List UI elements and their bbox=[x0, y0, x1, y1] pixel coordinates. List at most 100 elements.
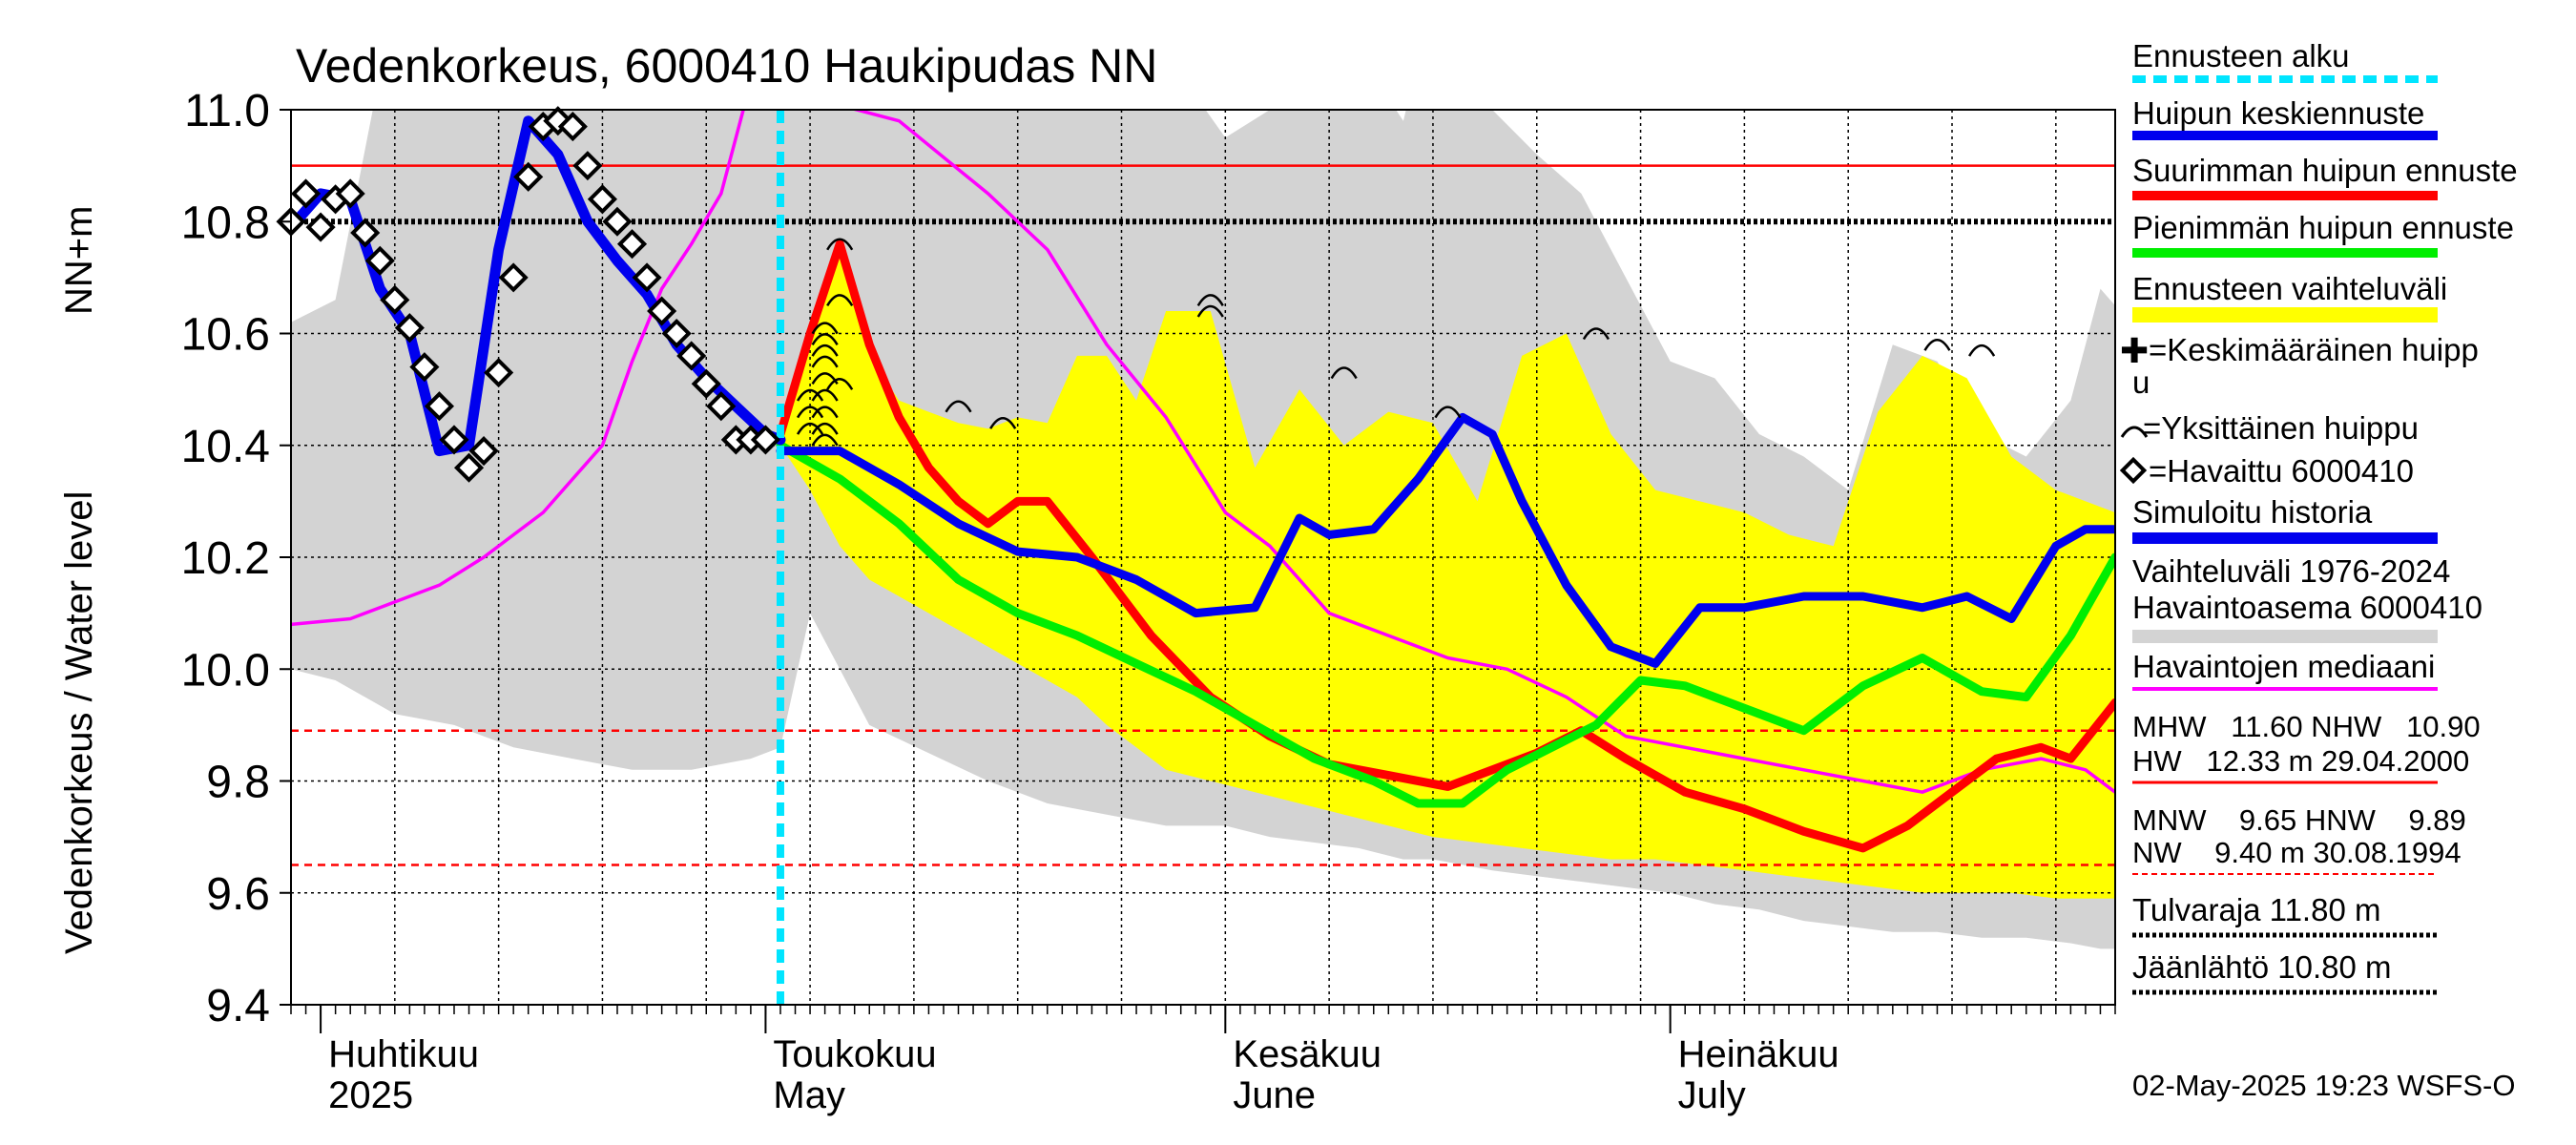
single-peak-marker bbox=[811, 406, 839, 419]
single-peak-marker bbox=[811, 344, 839, 357]
ennusteen-vaihteluv-li-area bbox=[780, 255, 2115, 899]
chart-title: Vedenkorkeus, 6000410 Haukipudas NN bbox=[296, 39, 1157, 93]
legend-observed-diamond-icon bbox=[2119, 456, 2148, 485]
month-label-fi: Huhtikuu bbox=[328, 1033, 479, 1075]
observed-point bbox=[557, 112, 588, 142]
single-peak-marker bbox=[796, 422, 824, 435]
y-axis-unit: NN+m bbox=[58, 206, 100, 315]
single-peak-marker bbox=[826, 294, 854, 306]
suurimman-huipun-ennuste-line bbox=[776, 239, 2115, 853]
legend-mean-peak-label: Huipun keskiennuste bbox=[2132, 95, 2424, 131]
observed-point bbox=[305, 212, 336, 242]
single-peak-marker bbox=[826, 238, 854, 251]
legend-flood-limit-label: Tulvaraja 11.80 m bbox=[2132, 892, 2380, 927]
legend-median-label: Havaintojen mediaani bbox=[2132, 649, 2435, 684]
series-markers bbox=[276, 106, 1996, 483]
havaintojen-mediaani-line bbox=[291, 110, 2115, 794]
legend-forecast-range-label: Ennusteen vaihteluväli bbox=[2132, 271, 2447, 306]
legend-forecast-start-label: Ennusteen alku bbox=[2132, 38, 2350, 73]
legend-history-range-label-cont: Havaintoasema 6000410 bbox=[2132, 590, 2483, 625]
legend-ice-breakup-label: Jäänlähtö 10.80 m bbox=[2132, 949, 2392, 985]
legend-simulated-label: Simuloitu historia bbox=[2132, 494, 2373, 530]
single-peak-marker bbox=[1330, 366, 1358, 380]
legend-hw-label: HW 12.33 m 29.04.2000 bbox=[2132, 744, 2469, 778]
single-peak-marker bbox=[811, 322, 839, 335]
observed-point bbox=[394, 313, 425, 344]
month-label-fi: Heinäkuu bbox=[1678, 1033, 1839, 1075]
huipun-keskiennuste-line bbox=[776, 412, 2115, 668]
observed-point bbox=[647, 296, 677, 326]
single-peak-marker bbox=[826, 378, 854, 390]
legend-forecast-range-swatch bbox=[2132, 307, 2438, 323]
month-label-fi: Toukokuu bbox=[773, 1033, 936, 1075]
observed-point bbox=[364, 245, 395, 276]
legend-nw-label: NW 9.40 m 30.08.1994 bbox=[2132, 836, 2462, 869]
month-label-en: May bbox=[773, 1074, 845, 1116]
observed-point bbox=[409, 352, 440, 383]
single-peak-marker bbox=[811, 355, 839, 368]
legend-single-peak-label: =Yksittäinen huippu bbox=[2143, 410, 2419, 446]
y-axis-label: Vedenkorkeus / Water level bbox=[58, 491, 100, 954]
month-label-en: June bbox=[1233, 1074, 1316, 1116]
month-label-en: 2025 bbox=[328, 1074, 413, 1116]
observed-point bbox=[484, 357, 514, 388]
observed-point bbox=[750, 425, 780, 455]
observed-point bbox=[453, 452, 485, 483]
month-label-en: July bbox=[1678, 1074, 1746, 1116]
observed-point bbox=[676, 341, 707, 371]
single-peak-marker bbox=[1196, 304, 1224, 318]
observed-point bbox=[706, 391, 737, 422]
observed-point bbox=[335, 178, 365, 209]
legend-mean-peak-marker-icon: ✚ bbox=[2120, 331, 2149, 370]
single-peak-marker bbox=[811, 433, 839, 447]
y-tick-label: 10.4 bbox=[181, 422, 270, 472]
single-peak-marker bbox=[1923, 339, 1951, 351]
observed-point bbox=[616, 229, 648, 260]
single-peak-marker bbox=[796, 388, 824, 402]
y-tick-label: 9.8 bbox=[206, 758, 270, 808]
legend-mhw-label: MHW 11.60 NHW 10.90 bbox=[2132, 710, 2481, 743]
legend-max-peak-label: Suurimman huipun ennuste bbox=[2132, 153, 2518, 188]
single-peak-marker bbox=[1968, 344, 1996, 357]
pienimm-n-huipun-ennuste-line bbox=[776, 441, 2115, 808]
observed-point bbox=[513, 161, 544, 192]
single-peak-marker bbox=[811, 422, 839, 435]
observed-point bbox=[468, 436, 499, 467]
observed-point bbox=[424, 391, 455, 422]
legend-mnw-label: MNW 9.65 HNW 9.89 bbox=[2132, 803, 2466, 837]
legend-history-range-swatch bbox=[2132, 630, 2438, 643]
single-peak-marker bbox=[1196, 294, 1224, 306]
single-peak-marker bbox=[989, 417, 1017, 429]
legend-history-range-label: Vaihteluväli 1976-2024 bbox=[2132, 553, 2450, 589]
observed-point bbox=[691, 368, 721, 399]
y-tick-label: 10.2 bbox=[181, 533, 270, 584]
single-peak-marker bbox=[811, 388, 839, 402]
observed-point bbox=[498, 262, 529, 293]
y-tick-label: 10.6 bbox=[181, 310, 270, 361]
month-label-fi: Kesäkuu bbox=[1233, 1033, 1381, 1075]
y-tick-label: 9.4 bbox=[206, 981, 270, 1031]
observed-point bbox=[350, 218, 381, 248]
single-peak-marker bbox=[945, 400, 972, 413]
observed-point bbox=[572, 151, 603, 181]
observed-point bbox=[632, 262, 662, 293]
y-axis-ticks: 9.4 9.6 9.8 10.0 10.2 10.4 10.6 10.8 11.0 bbox=[181, 86, 291, 1031]
observed-point bbox=[602, 206, 633, 237]
legend-mean-peak-marker-label: =Keskimääräinen huipp bbox=[2149, 332, 2479, 367]
timestamp-footer: 02-May-2025 19:23 WSFS-O bbox=[2132, 1069, 2515, 1102]
observed-point bbox=[439, 425, 469, 455]
legend: Ennusteen alku Huipun keskiennuste Suuri… bbox=[2119, 38, 2518, 995]
y-tick-label: 10.0 bbox=[181, 645, 270, 696]
single-peak-marker bbox=[811, 333, 839, 346]
observed-point bbox=[290, 178, 322, 209]
single-peak-marker bbox=[1434, 406, 1462, 419]
legend-single-peak-arc-icon bbox=[2120, 426, 2149, 438]
observed-point bbox=[661, 318, 692, 349]
observed-point bbox=[380, 284, 410, 315]
single-peak-marker bbox=[796, 406, 824, 419]
y-tick-label: 10.8 bbox=[181, 198, 270, 248]
legend-mean-peak-marker-label-cont: u bbox=[2132, 364, 2150, 400]
y-tick-label: 9.6 bbox=[206, 869, 270, 920]
